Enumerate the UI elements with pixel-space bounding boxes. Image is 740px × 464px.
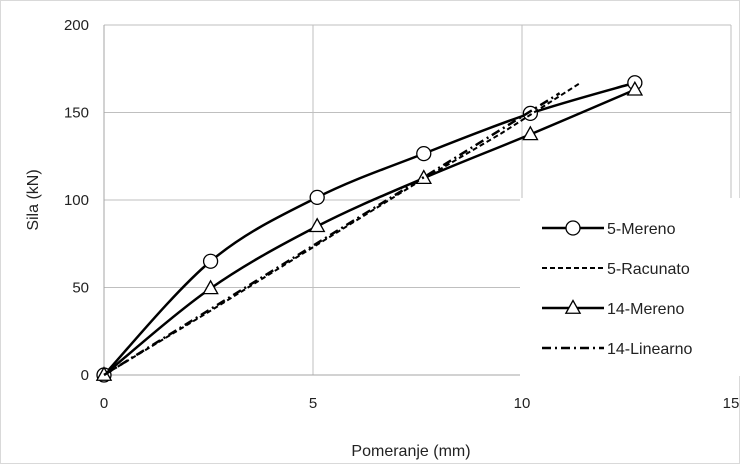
x-axis-title: Pomeranje (mm)	[351, 443, 470, 460]
legend-marker	[564, 299, 582, 314]
series-plot	[95, 75, 644, 383]
legend: 5-Mereno 5-Racunato 14-Mereno 14-Linearno	[520, 198, 740, 376]
y-tick-label: 0	[81, 367, 89, 384]
x-tick-label: 5	[309, 395, 317, 412]
y-tick-label: 200	[64, 17, 89, 34]
y-tick-label: 150	[64, 105, 89, 122]
data-point-14-mereno	[626, 80, 644, 96]
y-axis-title: Sila (kN)	[25, 169, 42, 230]
data-point-14-mereno	[308, 217, 326, 233]
y-tick-label: 100	[64, 192, 89, 209]
series-line-14-mereno	[103, 88, 636, 376]
data-point-5-mereno	[309, 189, 325, 206]
y-tick-label: 50	[72, 280, 89, 297]
legend-label: 14-Linearno	[607, 341, 693, 358]
data-point-5-mereno	[522, 105, 539, 122]
legend-marker	[565, 220, 581, 236]
x-tick-label: 10	[514, 395, 531, 412]
legend-label: 14-Mereno	[607, 301, 684, 318]
x-tick-label: 15	[723, 395, 740, 412]
x-tick-label: 0	[100, 395, 108, 412]
data-point-14-mereno	[415, 169, 433, 185]
legend-label: 5-Racunato	[607, 261, 690, 278]
data-point-14-mereno	[202, 279, 219, 295]
series-line-14-linearno	[103, 92, 561, 377]
data-point-5-mereno	[416, 145, 432, 162]
data-point-14-mereno	[522, 125, 539, 141]
data-point-5-mereno	[202, 253, 219, 269]
legend-label: 5-Mereno	[607, 221, 676, 238]
